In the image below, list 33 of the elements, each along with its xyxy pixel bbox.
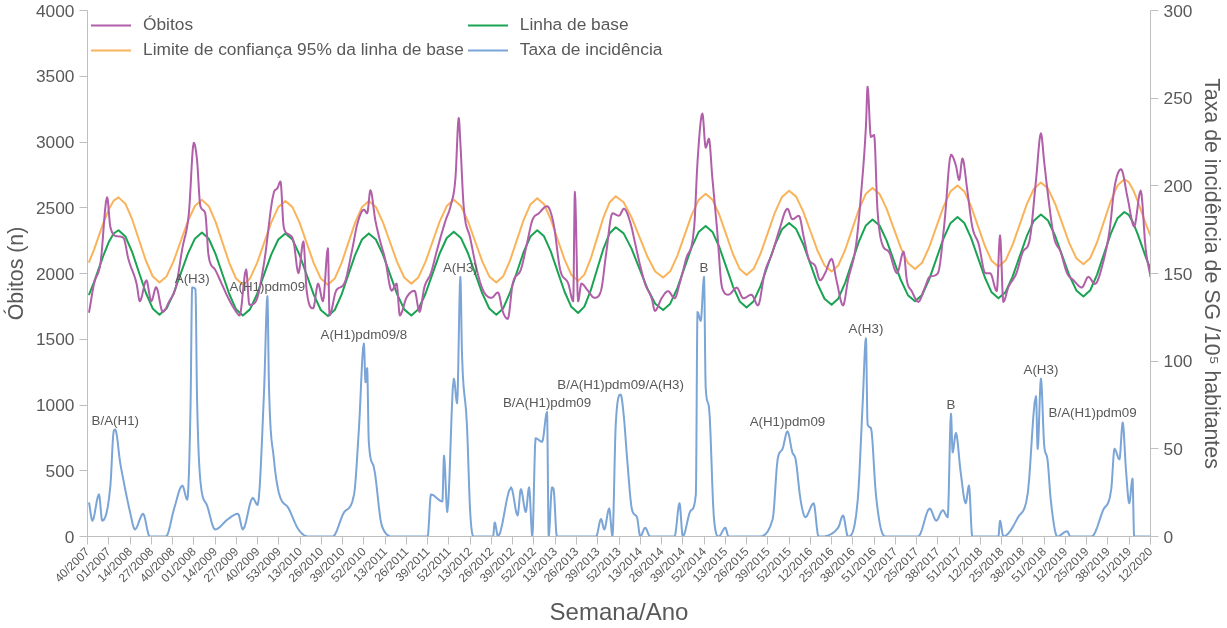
y-tick-label: 2500 — [35, 197, 75, 218]
annotation: A(H3) — [1023, 361, 1059, 377]
y2-tick-label: 150 — [1163, 263, 1193, 284]
y-tick-label: 2000 — [35, 263, 75, 284]
annotation: B/A(H1)pdm09 — [1048, 405, 1137, 421]
annotation: A(H1)pdm09 — [749, 414, 826, 430]
x-axis-title: Semana/Ano — [549, 598, 689, 626]
legend-label: Limite de confiança 95% da linha de base — [143, 39, 464, 60]
y-tick-label: 3000 — [35, 132, 75, 152]
y2-tick-label: 0 — [1163, 526, 1174, 547]
y-tick-label: 500 — [45, 460, 75, 481]
y-tick-label: 3500 — [35, 66, 75, 87]
legend-label: Taxa de incidência — [519, 39, 663, 60]
y-tick-label: 1500 — [35, 329, 75, 350]
y2-tick-label: 50 — [1163, 438, 1183, 459]
legend-label: Linha de base — [519, 14, 629, 35]
y2-tick-label: 100 — [1163, 351, 1193, 372]
annotation: B/A(H1) — [91, 412, 140, 428]
y-axis-title: Óbitos (n) — [2, 226, 28, 321]
y-tick-label: 1000 — [35, 395, 75, 415]
annotation: B/A(H1)pdm09 — [502, 394, 592, 410]
annotation: B — [946, 396, 956, 412]
legend-label: Óbitos — [143, 14, 194, 35]
y2-axis-title: Taxa de incidência de SG /10⁵ habitantes — [1200, 78, 1225, 469]
y2-tick-label: 300 — [1163, 0, 1193, 21]
y2-tick-label: 200 — [1163, 175, 1193, 196]
annotation: B/A(H1)pdm09/A(H3) — [557, 377, 684, 393]
y2-tick-label: 250 — [1163, 88, 1193, 109]
annotation: A(H1)pdm09/8 — [320, 326, 408, 342]
annotation: A(H3) — [848, 321, 884, 337]
y-tick-label: 4000 — [35, 0, 75, 21]
annotation: B — [699, 260, 709, 276]
y-tick-label: 0 — [64, 526, 75, 547]
